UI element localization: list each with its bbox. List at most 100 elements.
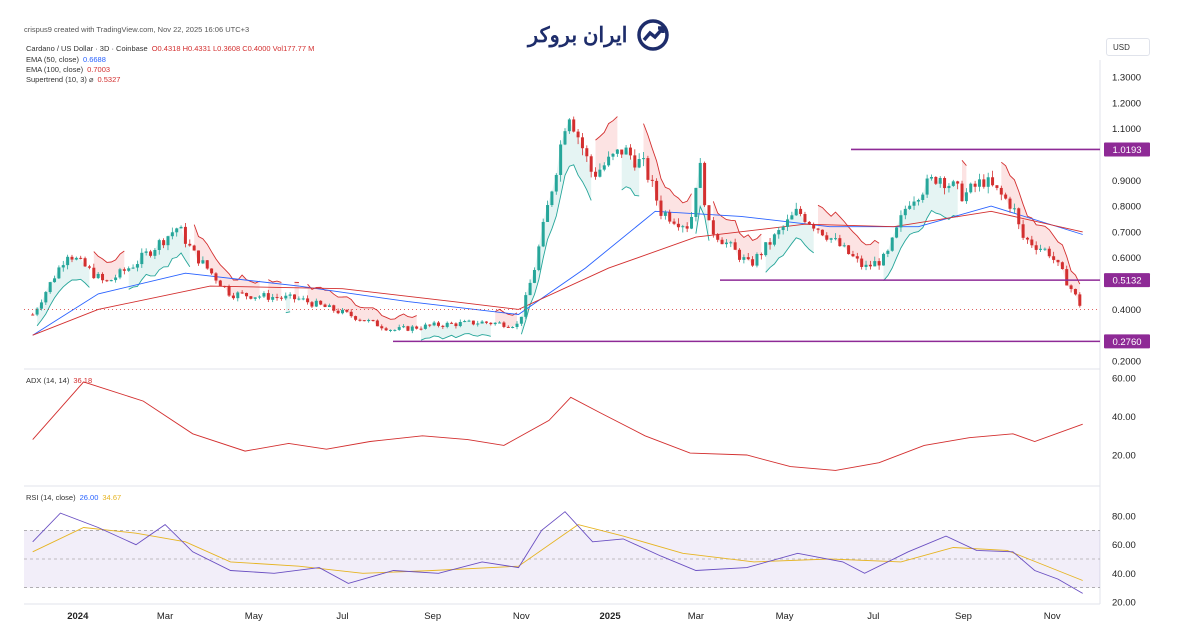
price-tick-label: 1.2000 [1112,98,1141,109]
ema100-legend: EMA (100, close) 0.7003 [26,65,110,74]
candle-body [764,242,768,256]
candle-body [868,264,872,267]
candle-body [672,221,676,224]
supertrend-label: Supertrend (10, 3) ⌀ [26,75,94,84]
candle-body [262,293,266,297]
time-tick-label: Sep [424,611,441,622]
candle-body [947,185,951,189]
candle-body [620,149,624,155]
candle-body [676,223,680,228]
candle-body [380,326,384,329]
level-label: 1.0193 [1112,145,1141,156]
candle-body [934,176,938,184]
candle-body [240,292,244,294]
candle-body [480,321,484,324]
time-tick-label: 2025 [600,611,622,622]
candle-body [92,267,96,279]
supertrend-up-line [621,186,640,197]
supertrend-down-line [595,116,618,141]
supertrend-down-fill [595,116,618,177]
publish-line: crispus9 created with TradingView.com, N… [24,25,250,34]
candle-body [493,322,497,325]
candle-body [895,227,899,238]
supertrend-down-line [307,283,417,320]
candle-body [873,261,877,267]
candle-body [345,309,349,312]
candle-body [96,273,100,279]
candle-body [170,232,174,237]
level-label-box [1104,334,1150,349]
candle-body [524,295,528,317]
candle-body [266,293,270,300]
candle-body [227,286,231,296]
candle-body [236,292,240,299]
candle-body [528,282,532,296]
candle-body [742,257,746,260]
candle-body [74,257,78,260]
candle-body [149,251,153,256]
symbol-line: Cardano / US Dollar · 3D · Coinbase O0.43… [26,44,314,53]
rsi-value: 26.00 [79,493,99,502]
adx-tick-label: 40.00 [1112,412,1136,423]
time-tick-label: Nov [1044,611,1061,622]
price-tick-label: 0.8000 [1112,202,1141,213]
candle-body [973,183,977,187]
adx-label: ADX (14, 14) [26,376,70,385]
candle-body [829,238,833,240]
candle-body [118,269,122,278]
supertrend-up-line [420,333,491,341]
candle-body [860,258,864,267]
adx-tick-label: 20.00 [1112,451,1136,462]
supertrend-down-line [961,160,967,166]
brand-logo: ایران بروکر [528,18,670,52]
candle-body [375,320,379,327]
supertrend-down-fill [818,205,880,267]
candle-body [1052,256,1056,260]
rsi-ma-line [32,524,1083,581]
candle-body [825,235,829,240]
candle-body [292,294,296,300]
candle-body [611,153,615,157]
time-tick-label: May [245,611,263,622]
supertrend-down-line [817,204,880,246]
supertrend-down-line [268,279,282,283]
level-label: 0.5132 [1112,276,1141,287]
candle-body [489,322,493,325]
rsi-legend: RSI (14, close) 26.00 34.67 [26,493,121,502]
candle-body [188,243,192,246]
currency-selector[interactable]: USD [1106,38,1150,56]
candle-body [419,328,423,330]
candle-body [807,221,811,225]
candle-body [166,236,170,246]
candle-body [410,326,414,331]
candle-body [519,316,523,324]
rsi-tick-label: 80.00 [1112,512,1136,523]
price-tick-label: 1.1000 [1112,124,1141,135]
time-tick-label: Mar [688,611,704,622]
ema100-line [32,210,1083,336]
supertrend-down-line [643,123,692,204]
candle-body [847,245,851,255]
candle-body [838,238,842,247]
supertrend-down-fill [495,309,517,328]
candle-body [751,259,755,266]
candle-body [358,319,362,321]
candle-body [454,323,458,327]
candle-body [786,219,790,227]
candle-body [598,169,602,177]
price-tick-label: 0.4000 [1112,305,1141,316]
candle-body [956,181,960,184]
candle-body [397,327,401,330]
candle-body [105,280,109,282]
supertrend-up-line [520,164,592,335]
candle-body [1034,245,1038,250]
candle-body [663,212,667,216]
candle-body [310,302,314,307]
candle-body [877,261,881,266]
candle-body [223,286,227,288]
time-tick-label: Jul [336,611,348,622]
candle-body [66,256,70,266]
candle-body [384,328,388,331]
